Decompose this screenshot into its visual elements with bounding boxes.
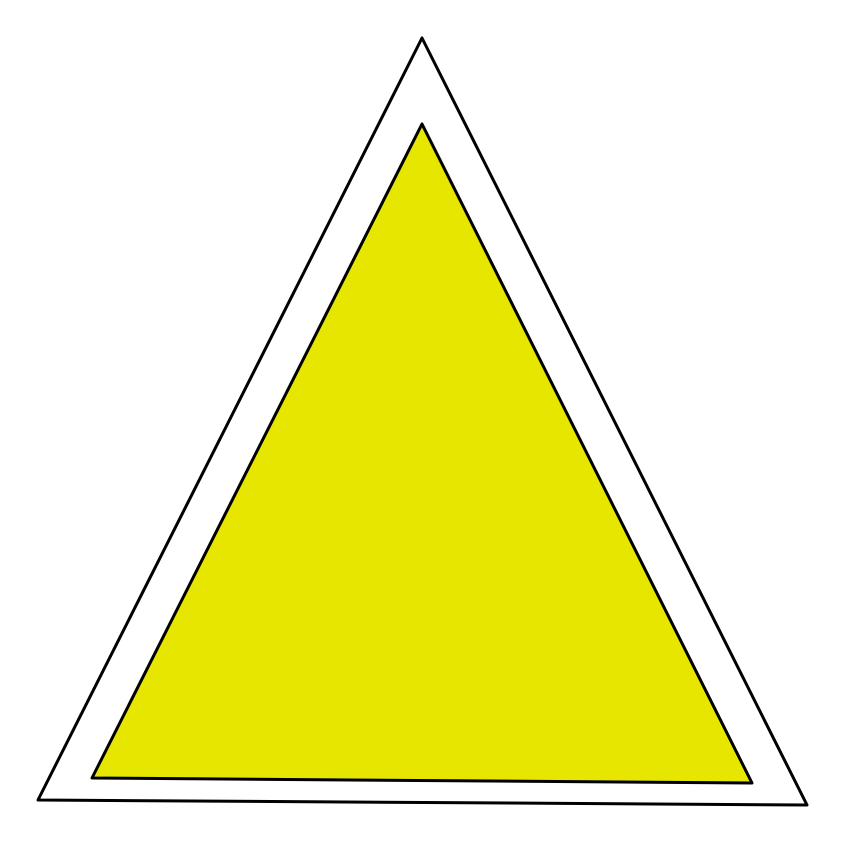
inner-triangle bbox=[90, 122, 754, 785]
